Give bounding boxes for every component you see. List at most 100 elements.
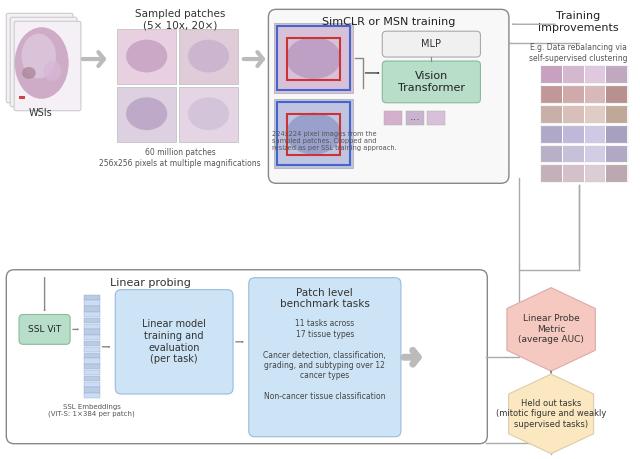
Bar — [275, 99, 353, 168]
FancyBboxPatch shape — [382, 61, 481, 103]
Ellipse shape — [286, 113, 341, 155]
Bar — [606, 86, 627, 103]
Bar — [19, 96, 25, 99]
Text: Linear Probe
Metric
(average AUC): Linear Probe Metric (average AUC) — [518, 314, 584, 344]
FancyBboxPatch shape — [10, 17, 77, 107]
Bar — [541, 66, 562, 83]
Ellipse shape — [22, 34, 56, 78]
FancyBboxPatch shape — [382, 31, 481, 57]
FancyBboxPatch shape — [115, 290, 233, 394]
Text: WSIs: WSIs — [29, 108, 52, 118]
Bar — [541, 146, 628, 162]
Polygon shape — [509, 374, 594, 453]
Bar — [606, 106, 627, 123]
Bar — [563, 86, 584, 103]
Text: MLP: MLP — [421, 39, 442, 49]
Bar — [275, 23, 353, 93]
Bar — [84, 370, 100, 375]
Bar — [84, 306, 100, 312]
Bar — [541, 146, 562, 162]
Bar — [563, 126, 584, 143]
Bar — [428, 111, 445, 125]
Text: Sampled patches
(5× 10x, 20×): Sampled patches (5× 10x, 20×) — [135, 9, 225, 31]
Bar — [584, 126, 605, 143]
Ellipse shape — [286, 37, 341, 79]
Bar — [406, 111, 424, 125]
Bar — [541, 165, 562, 182]
Ellipse shape — [22, 67, 36, 79]
Bar — [84, 364, 100, 369]
Text: Held out tasks
(mitotic figure and weakly
supervised tasks): Held out tasks (mitotic figure and weakl… — [496, 399, 606, 429]
Text: Patch level
benchmark tasks: Patch level benchmark tasks — [280, 288, 370, 309]
Bar — [541, 126, 628, 143]
Bar — [84, 300, 100, 306]
Text: E.g. Data rebalancing via
self-supervised clustering: E.g. Data rebalancing via self-supervise… — [529, 43, 628, 62]
Text: 224x224 pixel images from the
sampled patches. Cropped and
resized as per SSL tr: 224x224 pixel images from the sampled pa… — [273, 131, 397, 151]
Bar — [563, 106, 584, 123]
FancyBboxPatch shape — [6, 270, 487, 444]
Text: SSL ViT: SSL ViT — [28, 325, 61, 334]
Bar — [179, 29, 238, 84]
Bar — [84, 347, 100, 352]
Bar — [541, 66, 628, 83]
Bar — [277, 102, 350, 165]
Bar — [84, 376, 100, 381]
Bar — [117, 87, 176, 141]
Bar — [117, 29, 176, 84]
Bar — [606, 66, 627, 83]
Ellipse shape — [188, 97, 229, 130]
Bar — [287, 114, 340, 156]
Bar — [84, 335, 100, 341]
FancyBboxPatch shape — [14, 21, 81, 111]
Bar — [541, 165, 628, 182]
Bar — [84, 318, 100, 323]
Bar — [84, 330, 100, 335]
Bar — [384, 111, 402, 125]
Bar — [606, 146, 627, 162]
Ellipse shape — [15, 27, 68, 99]
Ellipse shape — [44, 61, 61, 81]
Bar — [84, 341, 100, 346]
Bar — [84, 324, 100, 329]
FancyBboxPatch shape — [6, 13, 73, 103]
FancyBboxPatch shape — [249, 278, 401, 437]
Polygon shape — [507, 288, 595, 371]
Bar — [584, 86, 605, 103]
FancyBboxPatch shape — [19, 314, 70, 344]
Bar — [84, 295, 100, 300]
Bar — [84, 393, 100, 398]
Ellipse shape — [188, 39, 229, 73]
Text: Vision
Transformer: Vision Transformer — [398, 71, 465, 93]
Bar — [541, 86, 562, 103]
Text: 11 tasks across
17 tissue types

Cancer detection, classification,
grading, and : 11 tasks across 17 tissue types Cancer d… — [264, 319, 386, 401]
Bar — [84, 353, 100, 358]
Bar — [287, 38, 340, 80]
Bar — [179, 87, 238, 141]
Bar — [584, 106, 605, 123]
Text: Linear probing: Linear probing — [110, 278, 191, 288]
Bar — [84, 312, 100, 317]
FancyBboxPatch shape — [268, 9, 509, 183]
Bar — [541, 106, 562, 123]
Bar — [563, 66, 584, 83]
Bar — [563, 165, 584, 182]
Bar — [606, 165, 627, 182]
Bar — [84, 381, 100, 387]
Text: 60 million patches
256x256 pixels at multiple magnifications: 60 million patches 256x256 pixels at mul… — [99, 149, 261, 168]
Text: ...: ... — [410, 112, 421, 122]
Text: SimCLR or MSN training: SimCLR or MSN training — [322, 17, 455, 27]
Bar — [584, 165, 605, 182]
Bar — [541, 86, 628, 103]
Bar — [563, 146, 584, 162]
Bar — [584, 66, 605, 83]
Bar — [541, 126, 562, 143]
Text: Training
improvements: Training improvements — [538, 11, 619, 33]
Ellipse shape — [126, 39, 167, 73]
Bar — [606, 126, 627, 143]
Text: SSL Embeddings
(ViT-S: 1×384 per patch): SSL Embeddings (ViT-S: 1×384 per patch) — [49, 404, 135, 417]
Bar — [84, 358, 100, 364]
Bar — [584, 146, 605, 162]
Text: Linear model
training and
evaluation
(per task): Linear model training and evaluation (pe… — [142, 319, 206, 364]
Bar — [541, 106, 628, 123]
Bar — [277, 26, 350, 90]
